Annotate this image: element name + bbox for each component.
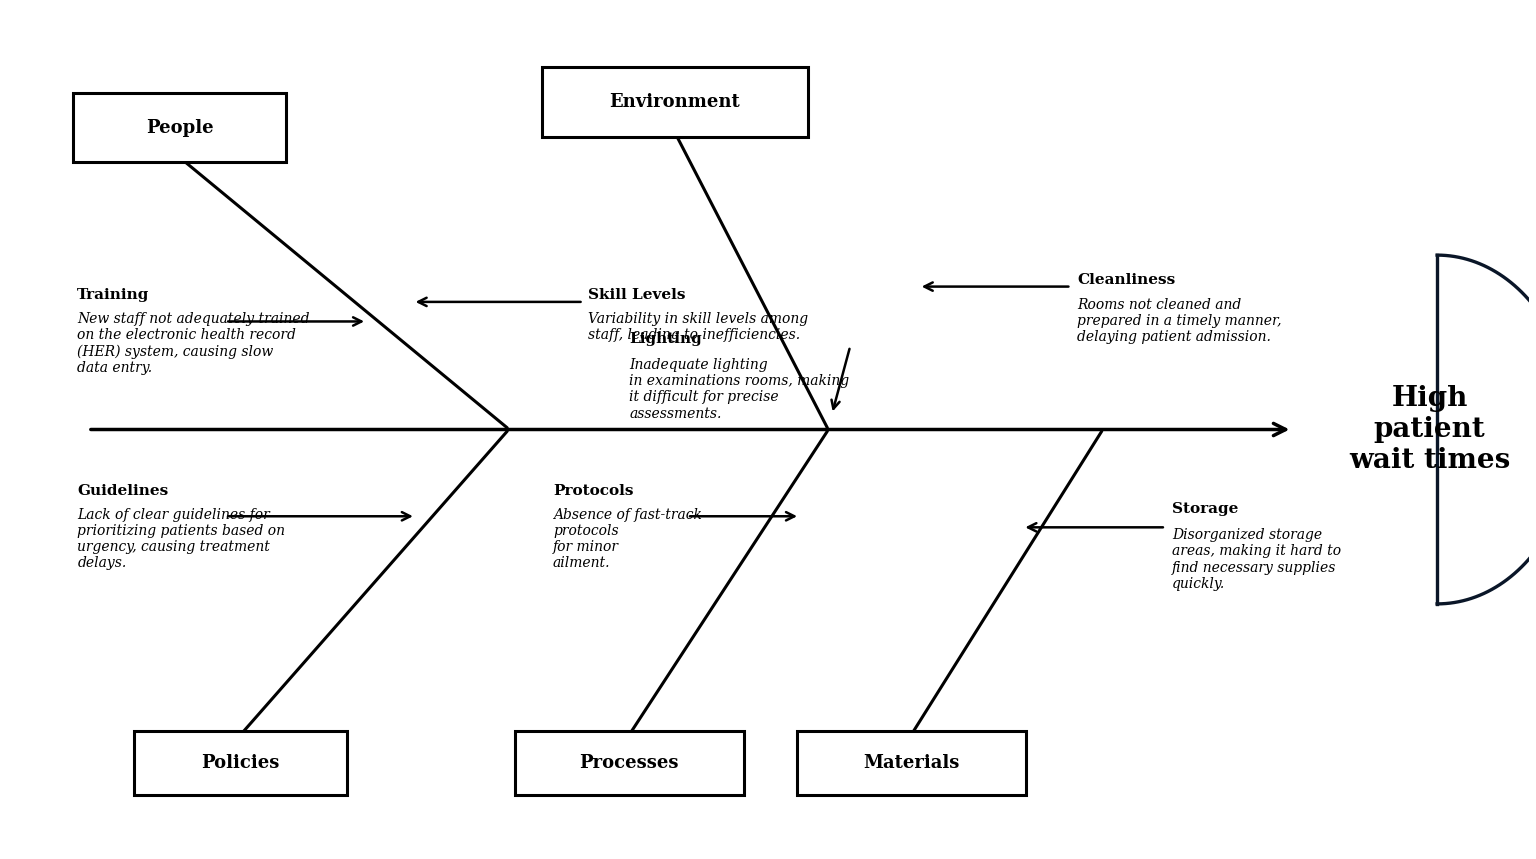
FancyBboxPatch shape xyxy=(797,731,1026,795)
Text: Guidelines: Guidelines xyxy=(77,484,169,497)
Text: Training: Training xyxy=(77,288,149,302)
Text: Protocols: Protocols xyxy=(553,484,633,497)
Text: Materials: Materials xyxy=(863,754,960,772)
FancyBboxPatch shape xyxy=(542,67,808,137)
Text: Policies: Policies xyxy=(201,754,280,772)
Text: Skill Levels: Skill Levels xyxy=(588,288,685,302)
Text: Cleanliness: Cleanliness xyxy=(1077,272,1175,287)
Text: High
patient
wait times: High patient wait times xyxy=(1349,385,1510,474)
Text: Lighting: Lighting xyxy=(630,332,702,346)
FancyBboxPatch shape xyxy=(515,731,743,795)
Text: Absence of fast-track
protocols
for minor
ailment.: Absence of fast-track protocols for mino… xyxy=(553,508,702,570)
Text: New staff not adequately trained
on the electronic health record
(HER) system, c: New staff not adequately trained on the … xyxy=(77,312,310,375)
Text: People: People xyxy=(146,119,214,137)
Text: Storage: Storage xyxy=(1172,503,1238,516)
Text: Rooms not cleaned and
prepared in a timely manner,
delaying patient admission.: Rooms not cleaned and prepared in a time… xyxy=(1077,298,1283,344)
Text: Variability in skill levels among
staff, leading to inefficiencies.: Variability in skill levels among staff,… xyxy=(588,312,808,342)
FancyBboxPatch shape xyxy=(134,731,347,795)
Text: Lack of clear guidelines for
prioritizing patients based on
urgency, causing tre: Lack of clear guidelines for prioritizin… xyxy=(77,508,286,570)
FancyBboxPatch shape xyxy=(72,93,286,162)
Text: Processes: Processes xyxy=(579,754,679,772)
Text: Environment: Environment xyxy=(610,93,740,111)
Text: Disorganized storage
areas, making it hard to
find necessary supplies
quickly.: Disorganized storage areas, making it ha… xyxy=(1172,528,1341,591)
Text: Inadequate lighting
in examinations rooms, making
it difficult for precise
asses: Inadequate lighting in examinations room… xyxy=(630,358,849,421)
